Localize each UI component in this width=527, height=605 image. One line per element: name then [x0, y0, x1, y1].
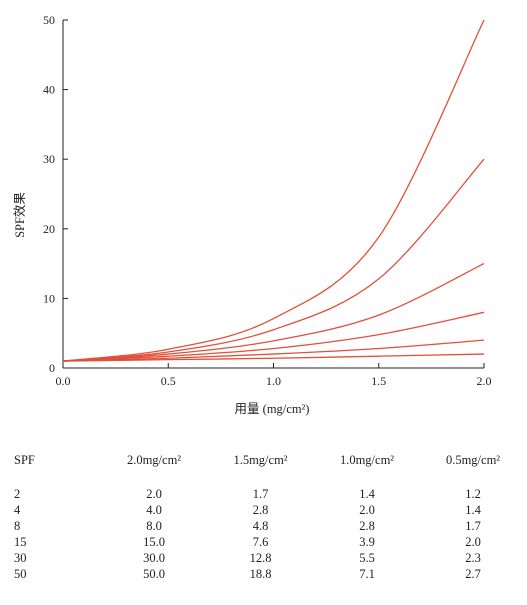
table-cell-value: 3.9: [359, 535, 375, 549]
table-cell-value: 50.0: [143, 567, 165, 581]
table-cell-value: 12.8: [249, 551, 272, 565]
y-tick-label: 10: [43, 291, 55, 305]
table-cell-value: 15.0: [143, 535, 165, 549]
table-row: 8 8.0 4.8 2.8 1.7: [0, 518, 527, 534]
header-dose-1-0: 1.0mg/cm²: [339, 453, 395, 467]
table-cell-value: 2.3: [465, 551, 481, 565]
series-line: [62, 311, 485, 362]
x-tick-label: 1.5: [371, 374, 386, 388]
table-cell-spf: 8: [14, 519, 21, 533]
table-cell-value: 8.0: [146, 519, 162, 533]
table-body: 2 2.0 1.7 1.4 1.2 4 4.0 2.8 2.0 1.4 8 8.0 4.8 2.8 1.7 1…: [0, 473, 527, 582]
header-dose-1-5: 1.5mg/cm²: [233, 453, 288, 467]
table-cell-value: 2.8: [359, 519, 375, 533]
table-cell-value: 2.0: [146, 487, 162, 501]
table-cell-value: 4.0: [146, 503, 162, 517]
x-tick-label: 0.5: [161, 374, 176, 388]
table-cell-spf: 15: [14, 535, 27, 549]
table-row: 2 2.0 1.7 1.4 1.2: [0, 486, 527, 502]
table-cell-spf: 50: [14, 567, 27, 581]
axes: 0 10 20 30 40 50 0.0 0.5 1.0 1.5 2.0: [43, 13, 492, 388]
table-cell-value: 4.8: [252, 519, 269, 533]
table-cell-spf: 30: [14, 551, 27, 565]
series-lines: [62, 19, 485, 362]
spf-table: SPF 2.0mg/cm² 1.5mg/cm² 1.0mg/cm² 0.5mg/…: [0, 447, 527, 582]
series-line: [62, 353, 485, 362]
y-tick-label: 50: [43, 13, 55, 27]
x-tick-label: 1.0: [266, 374, 281, 388]
y-tick-label: 30: [43, 152, 55, 166]
series-line: [62, 158, 485, 362]
series-line: [62, 339, 485, 362]
table-header-row: SPF 2.0mg/cm² 1.5mg/cm² 1.0mg/cm² 0.5mg/…: [0, 447, 527, 473]
table-cell-value: 2.7: [465, 567, 481, 581]
header-dose-0-5: 0.5mg/cm²: [445, 453, 501, 467]
table-row: 50 50.0 18.8 7.1 2.7: [0, 566, 527, 582]
series-line: [62, 263, 485, 362]
table-cell-value: 1.4: [359, 487, 375, 501]
x-tick-label: 0.0: [56, 374, 71, 388]
x-tick-label: 2.0: [477, 374, 492, 388]
spf-dose-chart: 0 10 20 30 40 50 0.0 0.5 1.0 1.5 2.0 SPF效果 用量 (mg/…: [12, 13, 492, 416]
header-spf: SPF: [14, 453, 35, 467]
series-line: [62, 19, 485, 362]
table-cell-value: 5.5: [359, 551, 375, 565]
table-cell-value: 2.0: [359, 503, 375, 517]
y-tick-label: 0: [49, 361, 55, 375]
header-dose-2-0: 2.0mg/cm²: [126, 453, 182, 467]
table-cell-value: 1.7: [465, 519, 481, 533]
table-cell-value: 2.0: [465, 535, 481, 549]
table-row: 4 4.0 2.8 2.0 1.4: [0, 502, 527, 518]
table-cell-value: 1.4: [465, 503, 481, 517]
table-row: 30 30.0 12.8 5.5 2.3: [0, 550, 527, 566]
table-cell-value: 1.2: [465, 487, 481, 501]
table-cell-value: 7.1: [359, 567, 375, 581]
table-cell-value: 7.6: [252, 535, 269, 549]
table-cell-value: 1.7: [252, 487, 269, 501]
table-cell-value: 2.8: [252, 503, 269, 517]
table-cell-value: 18.8: [249, 567, 272, 581]
x-axis-title: 用量 (mg/cm²): [235, 402, 310, 416]
table-row: 15 15.0 7.6 3.9 2.0: [0, 534, 527, 550]
y-axis-title: SPF效果: [12, 192, 27, 238]
table-cell-spf: 4: [14, 503, 21, 517]
table-cell-value: 30.0: [143, 551, 165, 565]
y-tick-label: 20: [43, 222, 55, 236]
y-tick-label: 40: [43, 83, 55, 97]
table-cell-spf: 2: [14, 487, 21, 501]
